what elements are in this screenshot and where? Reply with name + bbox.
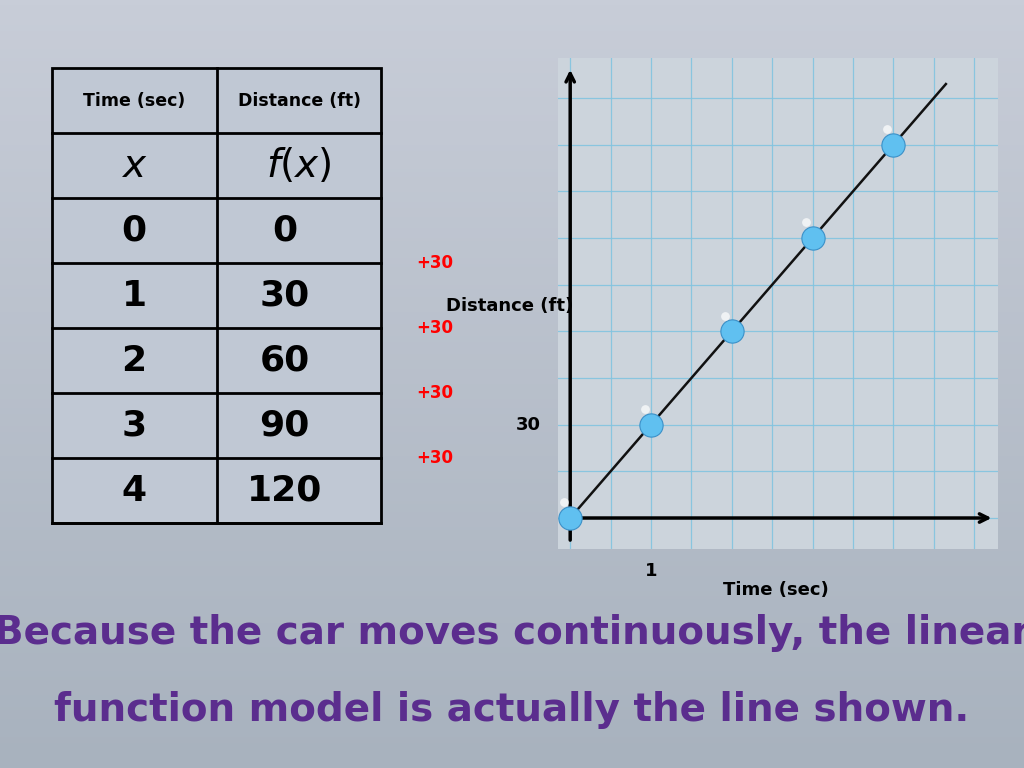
Text: +30: +30 (417, 449, 454, 467)
Point (885, 138, 901, 151)
Text: 1: 1 (122, 279, 146, 313)
Text: Distance (ft): Distance (ft) (238, 91, 360, 110)
Point (879, 123, 895, 135)
Text: Time (sec): Time (sec) (723, 581, 829, 598)
Point (562, 511, 579, 524)
Text: +30: +30 (417, 319, 454, 337)
Text: Distance (ft): Distance (ft) (446, 297, 573, 316)
Text: 0: 0 (122, 214, 146, 248)
Text: +30: +30 (417, 384, 454, 402)
Text: 3: 3 (122, 409, 146, 442)
Text: 60: 60 (259, 343, 310, 378)
Text: 30: 30 (259, 279, 310, 313)
Point (556, 496, 572, 508)
Text: 0: 0 (272, 214, 297, 248)
Text: 1: 1 (645, 562, 657, 580)
Point (636, 403, 652, 415)
Text: Because the car moves continuously, the linear: Because the car moves continuously, the … (0, 614, 1024, 652)
Text: function model is actually the line shown.: function model is actually the line show… (54, 691, 970, 729)
Point (805, 232, 821, 244)
Point (724, 325, 740, 337)
Text: Time (sec): Time (sec) (83, 91, 185, 110)
Text: +30: +30 (417, 254, 454, 272)
Point (717, 310, 733, 322)
Text: $\it{x}$: $\it{x}$ (121, 147, 147, 185)
Point (798, 217, 814, 229)
Text: 90: 90 (259, 409, 310, 442)
Text: 30: 30 (516, 415, 541, 434)
Text: 2: 2 (122, 343, 146, 378)
Point (643, 419, 659, 431)
Text: 120: 120 (247, 474, 323, 508)
Text: $\it{f(x)}$: $\it{f(x)}$ (266, 146, 332, 185)
Text: 4: 4 (122, 474, 146, 508)
